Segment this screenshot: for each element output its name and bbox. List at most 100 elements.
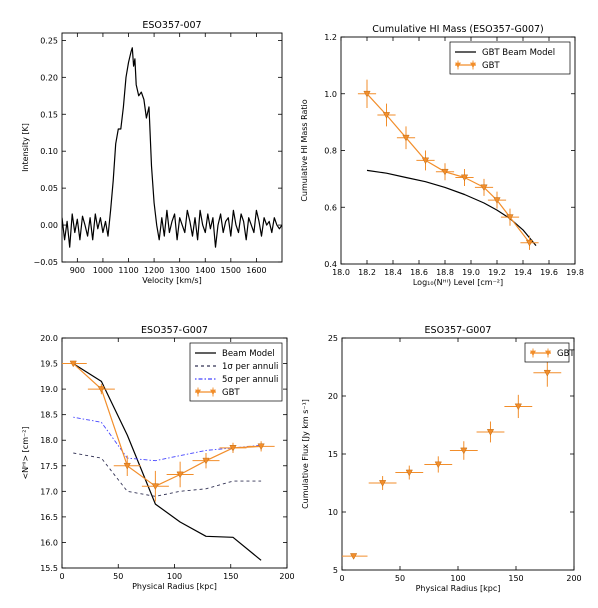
legend: GBT bbox=[524, 342, 575, 363]
x-tick-label: 100 bbox=[167, 572, 182, 581]
legend-label: GBT Beam Model bbox=[482, 48, 555, 58]
y-tick-label: 16.5 bbox=[40, 513, 58, 522]
chart-title: ESO357-007 bbox=[142, 20, 201, 31]
data-point-marker bbox=[151, 483, 159, 490]
data-point-marker bbox=[123, 462, 131, 470]
y-tick-label: −0.05 bbox=[33, 258, 58, 267]
data-point-marker bbox=[525, 239, 534, 247]
y-tick-label: 0.10 bbox=[40, 147, 58, 156]
x-axis-label: Log₁₀(Nᴴᴵ) Level [cm⁻²] bbox=[413, 278, 503, 287]
data-point-marker bbox=[363, 90, 371, 98]
x-tick-label: 18.6 bbox=[410, 268, 428, 277]
y-axis-label: Intensity [K] bbox=[21, 123, 30, 172]
chart-title: ESO357-G007 bbox=[141, 325, 208, 336]
y-tick-label: 19.0 bbox=[40, 385, 58, 394]
x-tick-label: 1500 bbox=[221, 266, 241, 275]
y-tick-label: 0.05 bbox=[40, 184, 58, 193]
y-tick-label: 1.2 bbox=[324, 33, 337, 42]
series-line-5-per-annuli bbox=[73, 416, 262, 462]
chart-panel-2: 18.0 18.2 18.4 18.6 18.8 19.0 19.2 19.4 19.6 19.8… bbox=[300, 24, 584, 287]
x-tick-label: 200 bbox=[566, 574, 581, 583]
data-point-marker bbox=[349, 553, 358, 560]
x-tick-label: 1100 bbox=[118, 266, 138, 275]
data-point-marker bbox=[176, 471, 184, 479]
legend-label: GBT bbox=[222, 388, 240, 398]
y-axis-label: <Nᴴᴵ> [cm⁻²] bbox=[21, 426, 30, 479]
x-axis-label: Physical Radius [kpc] bbox=[416, 584, 501, 593]
y-tick-label: 0.20 bbox=[40, 73, 58, 82]
data-point-marker bbox=[97, 386, 105, 393]
y-tick-label: 20 bbox=[328, 392, 338, 401]
y-tick-label: 5 bbox=[333, 566, 338, 575]
x-tick-label: 18.8 bbox=[436, 268, 454, 277]
legend-box bbox=[449, 41, 571, 75]
x-tick-label: 200 bbox=[279, 572, 294, 581]
x-tick-label: 0 bbox=[59, 572, 64, 581]
data-point-marker bbox=[257, 443, 265, 451]
data-layer bbox=[62, 360, 275, 561]
data-point-marker bbox=[460, 174, 469, 182]
x-tick-label: 18.0 bbox=[332, 268, 350, 277]
series-line-beam-model bbox=[72, 363, 262, 561]
y-tick-label: 0.4 bbox=[324, 260, 337, 269]
x-tick-label: 19.0 bbox=[462, 268, 480, 277]
x-tick-label: 1200 bbox=[144, 266, 164, 275]
legend-label: Beam Model bbox=[222, 349, 275, 359]
y-tick-label: 20.0 bbox=[40, 334, 58, 343]
legend-label: GBT bbox=[557, 349, 575, 359]
legend: Beam Model 1σ per annuli 5σ per annuli GBT bbox=[189, 342, 283, 402]
chart-title: ESO357-G007 bbox=[425, 325, 492, 336]
legend-label: GBT bbox=[482, 61, 500, 71]
data-layer bbox=[62, 47, 282, 248]
data-point-marker bbox=[434, 461, 442, 469]
x-tick-label: 18.2 bbox=[358, 268, 376, 277]
x-tick-label: 19.6 bbox=[540, 268, 558, 277]
data-point-marker bbox=[460, 447, 468, 455]
y-axis-label: Cumulative HI Mass Ratio bbox=[300, 99, 309, 201]
y-tick-label: 17.5 bbox=[40, 462, 58, 471]
series-line-gbt bbox=[72, 363, 262, 487]
y-tick-label: 15.5 bbox=[40, 564, 58, 573]
data-point-marker bbox=[506, 214, 514, 221]
data-point-marker bbox=[421, 157, 430, 165]
data-point-marker bbox=[229, 445, 237, 452]
y-tick-label: 19.5 bbox=[40, 360, 58, 369]
data-point-marker bbox=[202, 457, 210, 465]
y-tick-label: 0.8 bbox=[324, 147, 337, 156]
data-point-marker bbox=[382, 112, 391, 119]
y-tick-label: 0.25 bbox=[40, 36, 58, 45]
chart-title: Cumulative HI Mass (ESO357-G007) bbox=[372, 24, 543, 35]
series-line-gbt bbox=[366, 93, 530, 244]
data-point-marker bbox=[441, 168, 449, 176]
data-point-marker bbox=[480, 184, 488, 192]
data-layer bbox=[357, 79, 539, 250]
y-tick-label: 0.6 bbox=[324, 203, 337, 212]
x-tick-label: 1600 bbox=[246, 266, 266, 275]
data-point-marker bbox=[378, 480, 387, 487]
y-tick-label: 0.00 bbox=[40, 221, 58, 230]
data-point-marker bbox=[514, 403, 522, 411]
x-tick-label: 19.2 bbox=[488, 268, 506, 277]
legend: GBT Beam Model GBT bbox=[449, 41, 571, 75]
chart-panel-3: 0 50 100 150 200 20.0 19.5 19.0 18.5 18.0 17.5 17.0… bbox=[21, 325, 295, 591]
data-point-marker bbox=[486, 429, 495, 436]
x-tick-label: 1000 bbox=[93, 266, 113, 275]
legend-label: 5σ per annuli bbox=[222, 375, 278, 385]
y-axis-label: Cumulative Flux [Jy km s⁻¹] bbox=[301, 399, 310, 509]
y-tick-label: 18.5 bbox=[40, 411, 58, 420]
x-tick-label: 150 bbox=[508, 574, 523, 583]
y-tick-label: 17.0 bbox=[40, 487, 58, 496]
y-tick-label: 25 bbox=[328, 334, 338, 343]
x-tick-label: 19.8 bbox=[566, 268, 584, 277]
x-tick-label: 100 bbox=[450, 574, 465, 583]
data-point-marker bbox=[69, 360, 77, 368]
chart-panel-4: 0 50 100 150 200 25 20 15 10 5 ESO357-G007 Physical… bbox=[301, 325, 582, 593]
x-tick-label: 1300 bbox=[169, 266, 189, 275]
data-point-marker bbox=[405, 469, 413, 477]
x-tick-label: 150 bbox=[223, 572, 238, 581]
y-tick-label: 15 bbox=[328, 450, 338, 459]
series-line-spectrum bbox=[62, 47, 282, 248]
data-point-marker bbox=[493, 197, 501, 204]
y-tick-label: 1.0 bbox=[324, 90, 337, 99]
